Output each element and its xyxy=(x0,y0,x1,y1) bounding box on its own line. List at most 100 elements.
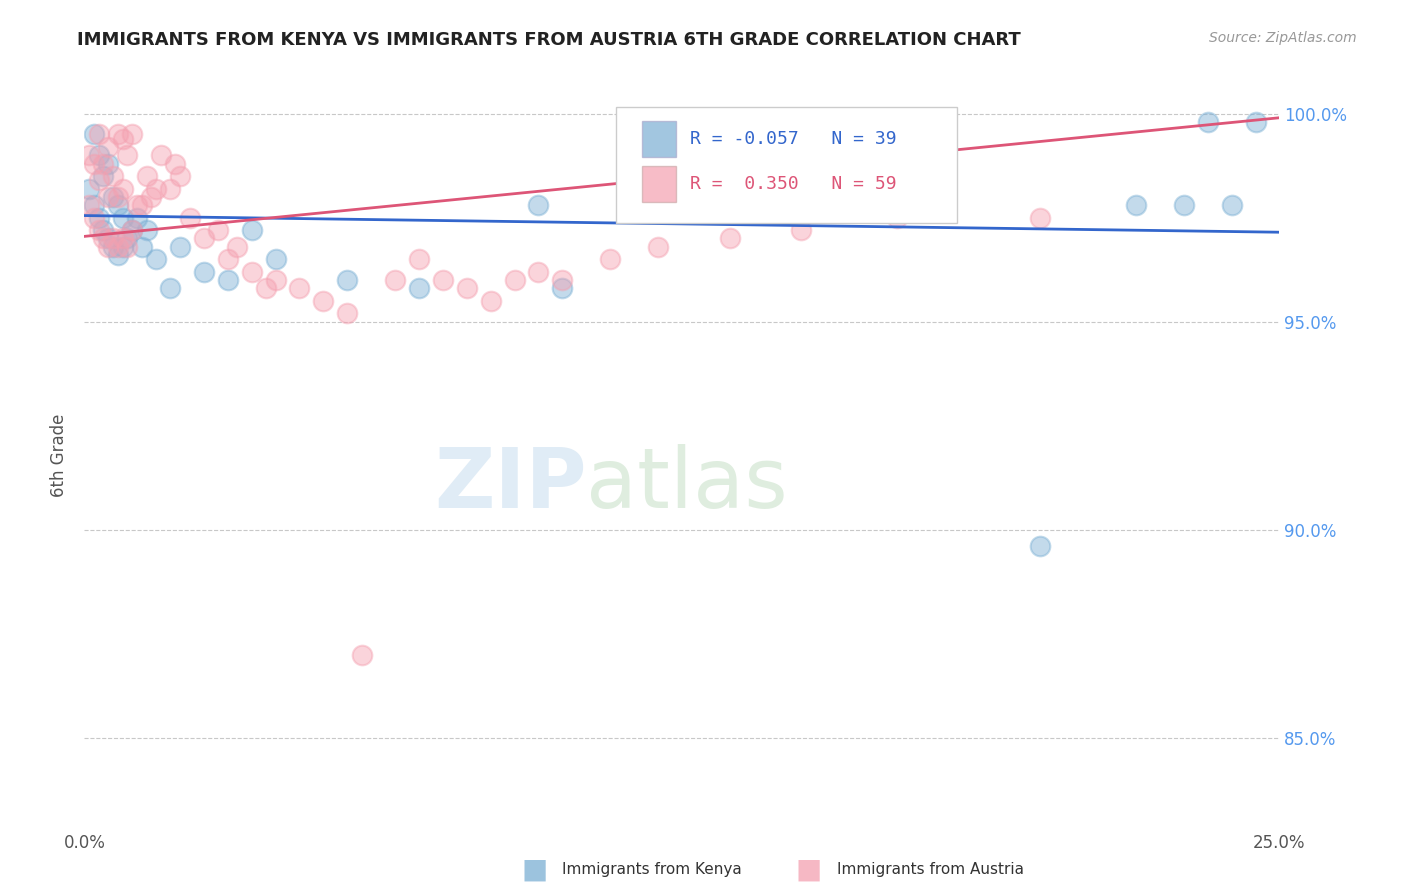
Point xyxy=(599,252,621,267)
Point xyxy=(217,273,239,287)
Point xyxy=(1125,198,1147,212)
Point xyxy=(1197,115,1219,129)
Point xyxy=(77,198,100,212)
Point xyxy=(97,240,120,254)
Point xyxy=(910,198,932,212)
Point xyxy=(350,648,373,662)
Point xyxy=(87,173,110,187)
Point xyxy=(93,169,115,183)
Point xyxy=(226,240,249,254)
Point xyxy=(125,198,148,212)
Point xyxy=(77,148,100,162)
Text: R = -0.057   N = 39: R = -0.057 N = 39 xyxy=(690,129,897,148)
Point xyxy=(384,273,406,287)
Point xyxy=(169,169,191,183)
Point xyxy=(169,240,191,254)
Point xyxy=(121,223,143,237)
Text: Immigrants from Kenya: Immigrants from Kenya xyxy=(562,863,742,877)
Point xyxy=(527,265,550,279)
Point xyxy=(527,198,550,212)
Point xyxy=(336,273,359,287)
Point xyxy=(240,223,263,237)
Point xyxy=(254,281,277,295)
Point xyxy=(479,293,502,308)
FancyBboxPatch shape xyxy=(616,106,957,223)
Text: IMMIGRANTS FROM KENYA VS IMMIGRANTS FROM AUSTRIA 6TH GRADE CORRELATION CHART: IMMIGRANTS FROM KENYA VS IMMIGRANTS FROM… xyxy=(77,31,1021,49)
Point xyxy=(97,156,120,170)
Y-axis label: 6th Grade: 6th Grade xyxy=(51,413,69,497)
Text: R =  0.350   N = 59: R = 0.350 N = 59 xyxy=(690,175,897,193)
Text: ZIP: ZIP xyxy=(434,444,586,525)
Point xyxy=(551,281,574,295)
Point xyxy=(87,223,110,237)
Point xyxy=(408,252,430,267)
Point xyxy=(107,198,129,212)
Point xyxy=(101,240,124,254)
Point xyxy=(121,128,143,142)
Text: Source: ZipAtlas.com: Source: ZipAtlas.com xyxy=(1209,31,1357,45)
Point xyxy=(135,223,157,237)
Point xyxy=(838,198,860,212)
Point xyxy=(503,273,526,287)
Point xyxy=(647,240,669,254)
Point xyxy=(111,240,134,254)
Point xyxy=(101,190,124,204)
Point xyxy=(456,281,478,295)
Point xyxy=(135,169,157,183)
Point xyxy=(432,273,454,287)
Point xyxy=(145,181,167,195)
Point xyxy=(83,128,105,142)
Point xyxy=(149,148,172,162)
Point xyxy=(107,128,129,142)
Point xyxy=(1029,211,1052,225)
Point xyxy=(264,252,287,267)
Point xyxy=(101,169,124,183)
Point xyxy=(1244,115,1267,129)
Point xyxy=(93,223,115,237)
Point xyxy=(87,211,110,225)
Text: ■: ■ xyxy=(796,855,821,884)
Point xyxy=(179,211,201,225)
Point xyxy=(101,231,124,245)
Point xyxy=(288,281,311,295)
Point xyxy=(145,252,167,267)
Point xyxy=(790,223,813,237)
Point xyxy=(718,231,741,245)
Point xyxy=(111,211,134,225)
Point xyxy=(165,156,187,170)
Point xyxy=(111,181,134,195)
Point xyxy=(83,211,105,225)
Point xyxy=(117,231,139,245)
Point xyxy=(131,198,153,212)
Point xyxy=(93,156,115,170)
Point xyxy=(93,231,115,245)
Point xyxy=(141,190,163,204)
Point xyxy=(117,148,139,162)
Point xyxy=(1029,540,1052,554)
Point xyxy=(217,252,239,267)
Point xyxy=(111,231,134,245)
Point xyxy=(193,231,215,245)
Point xyxy=(207,223,229,237)
Text: ■: ■ xyxy=(522,855,547,884)
Point xyxy=(886,211,908,225)
Point xyxy=(125,211,148,225)
Bar xyxy=(643,121,676,158)
Point xyxy=(83,198,105,212)
Point xyxy=(264,273,287,287)
Point xyxy=(107,248,129,262)
Point xyxy=(159,181,181,195)
Point xyxy=(336,306,359,320)
Point xyxy=(131,240,153,254)
Point xyxy=(107,190,129,204)
Text: Immigrants from Austria: Immigrants from Austria xyxy=(837,863,1024,877)
Point xyxy=(111,131,134,145)
Point xyxy=(312,293,335,308)
Point xyxy=(83,156,105,170)
Point xyxy=(117,240,139,254)
Point xyxy=(97,231,120,245)
Point xyxy=(1220,198,1243,212)
Point xyxy=(97,190,120,204)
Point xyxy=(87,148,110,162)
Point xyxy=(107,240,129,254)
